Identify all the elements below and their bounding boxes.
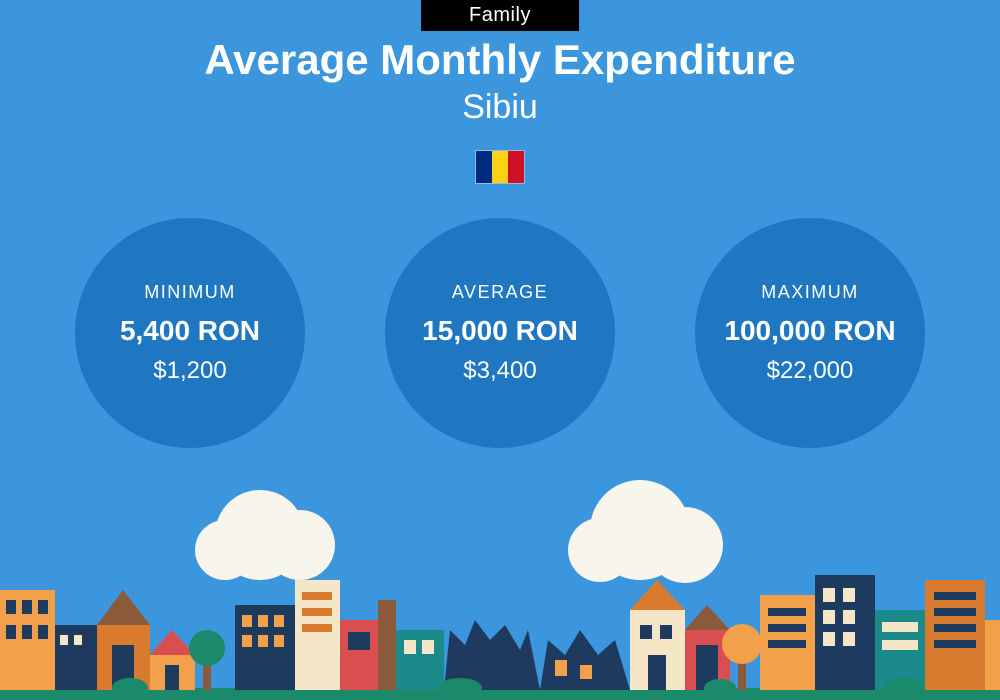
stat-circle-average: AVERAGE 15,000 RON $3,400 xyxy=(385,218,615,448)
category-tag-label: Family xyxy=(469,4,531,26)
flag-stripe-2 xyxy=(492,151,508,183)
flag-stripe-1 xyxy=(476,151,492,183)
stat-value: 5,400 RON xyxy=(120,315,260,347)
stat-circle-maximum: MAXIMUM 100,000 RON $22,000 xyxy=(695,218,925,448)
stat-circle-minimum: MINIMUM 5,400 RON $1,200 xyxy=(75,218,305,448)
flag-stripe-3 xyxy=(508,151,524,183)
cityscape-illustration xyxy=(0,480,1000,700)
category-tag: Family xyxy=(421,0,579,31)
main-title: Average Monthly Expenditure xyxy=(0,36,1000,84)
city-subtitle: Sibiu xyxy=(0,88,1000,127)
stat-usd: $22,000 xyxy=(767,357,854,385)
stat-usd: $3,400 xyxy=(463,357,536,385)
country-flag-icon xyxy=(475,150,525,184)
stat-usd: $1,200 xyxy=(153,357,226,385)
stat-value: 100,000 RON xyxy=(724,315,895,347)
stat-label: MINIMUM xyxy=(144,282,235,303)
stat-label: AVERAGE xyxy=(452,282,548,303)
stat-value: 15,000 RON xyxy=(422,315,578,347)
stat-label: MAXIMUM xyxy=(761,282,859,303)
stats-circles: MINIMUM 5,400 RON $1,200 AVERAGE 15,000 … xyxy=(0,218,1000,448)
